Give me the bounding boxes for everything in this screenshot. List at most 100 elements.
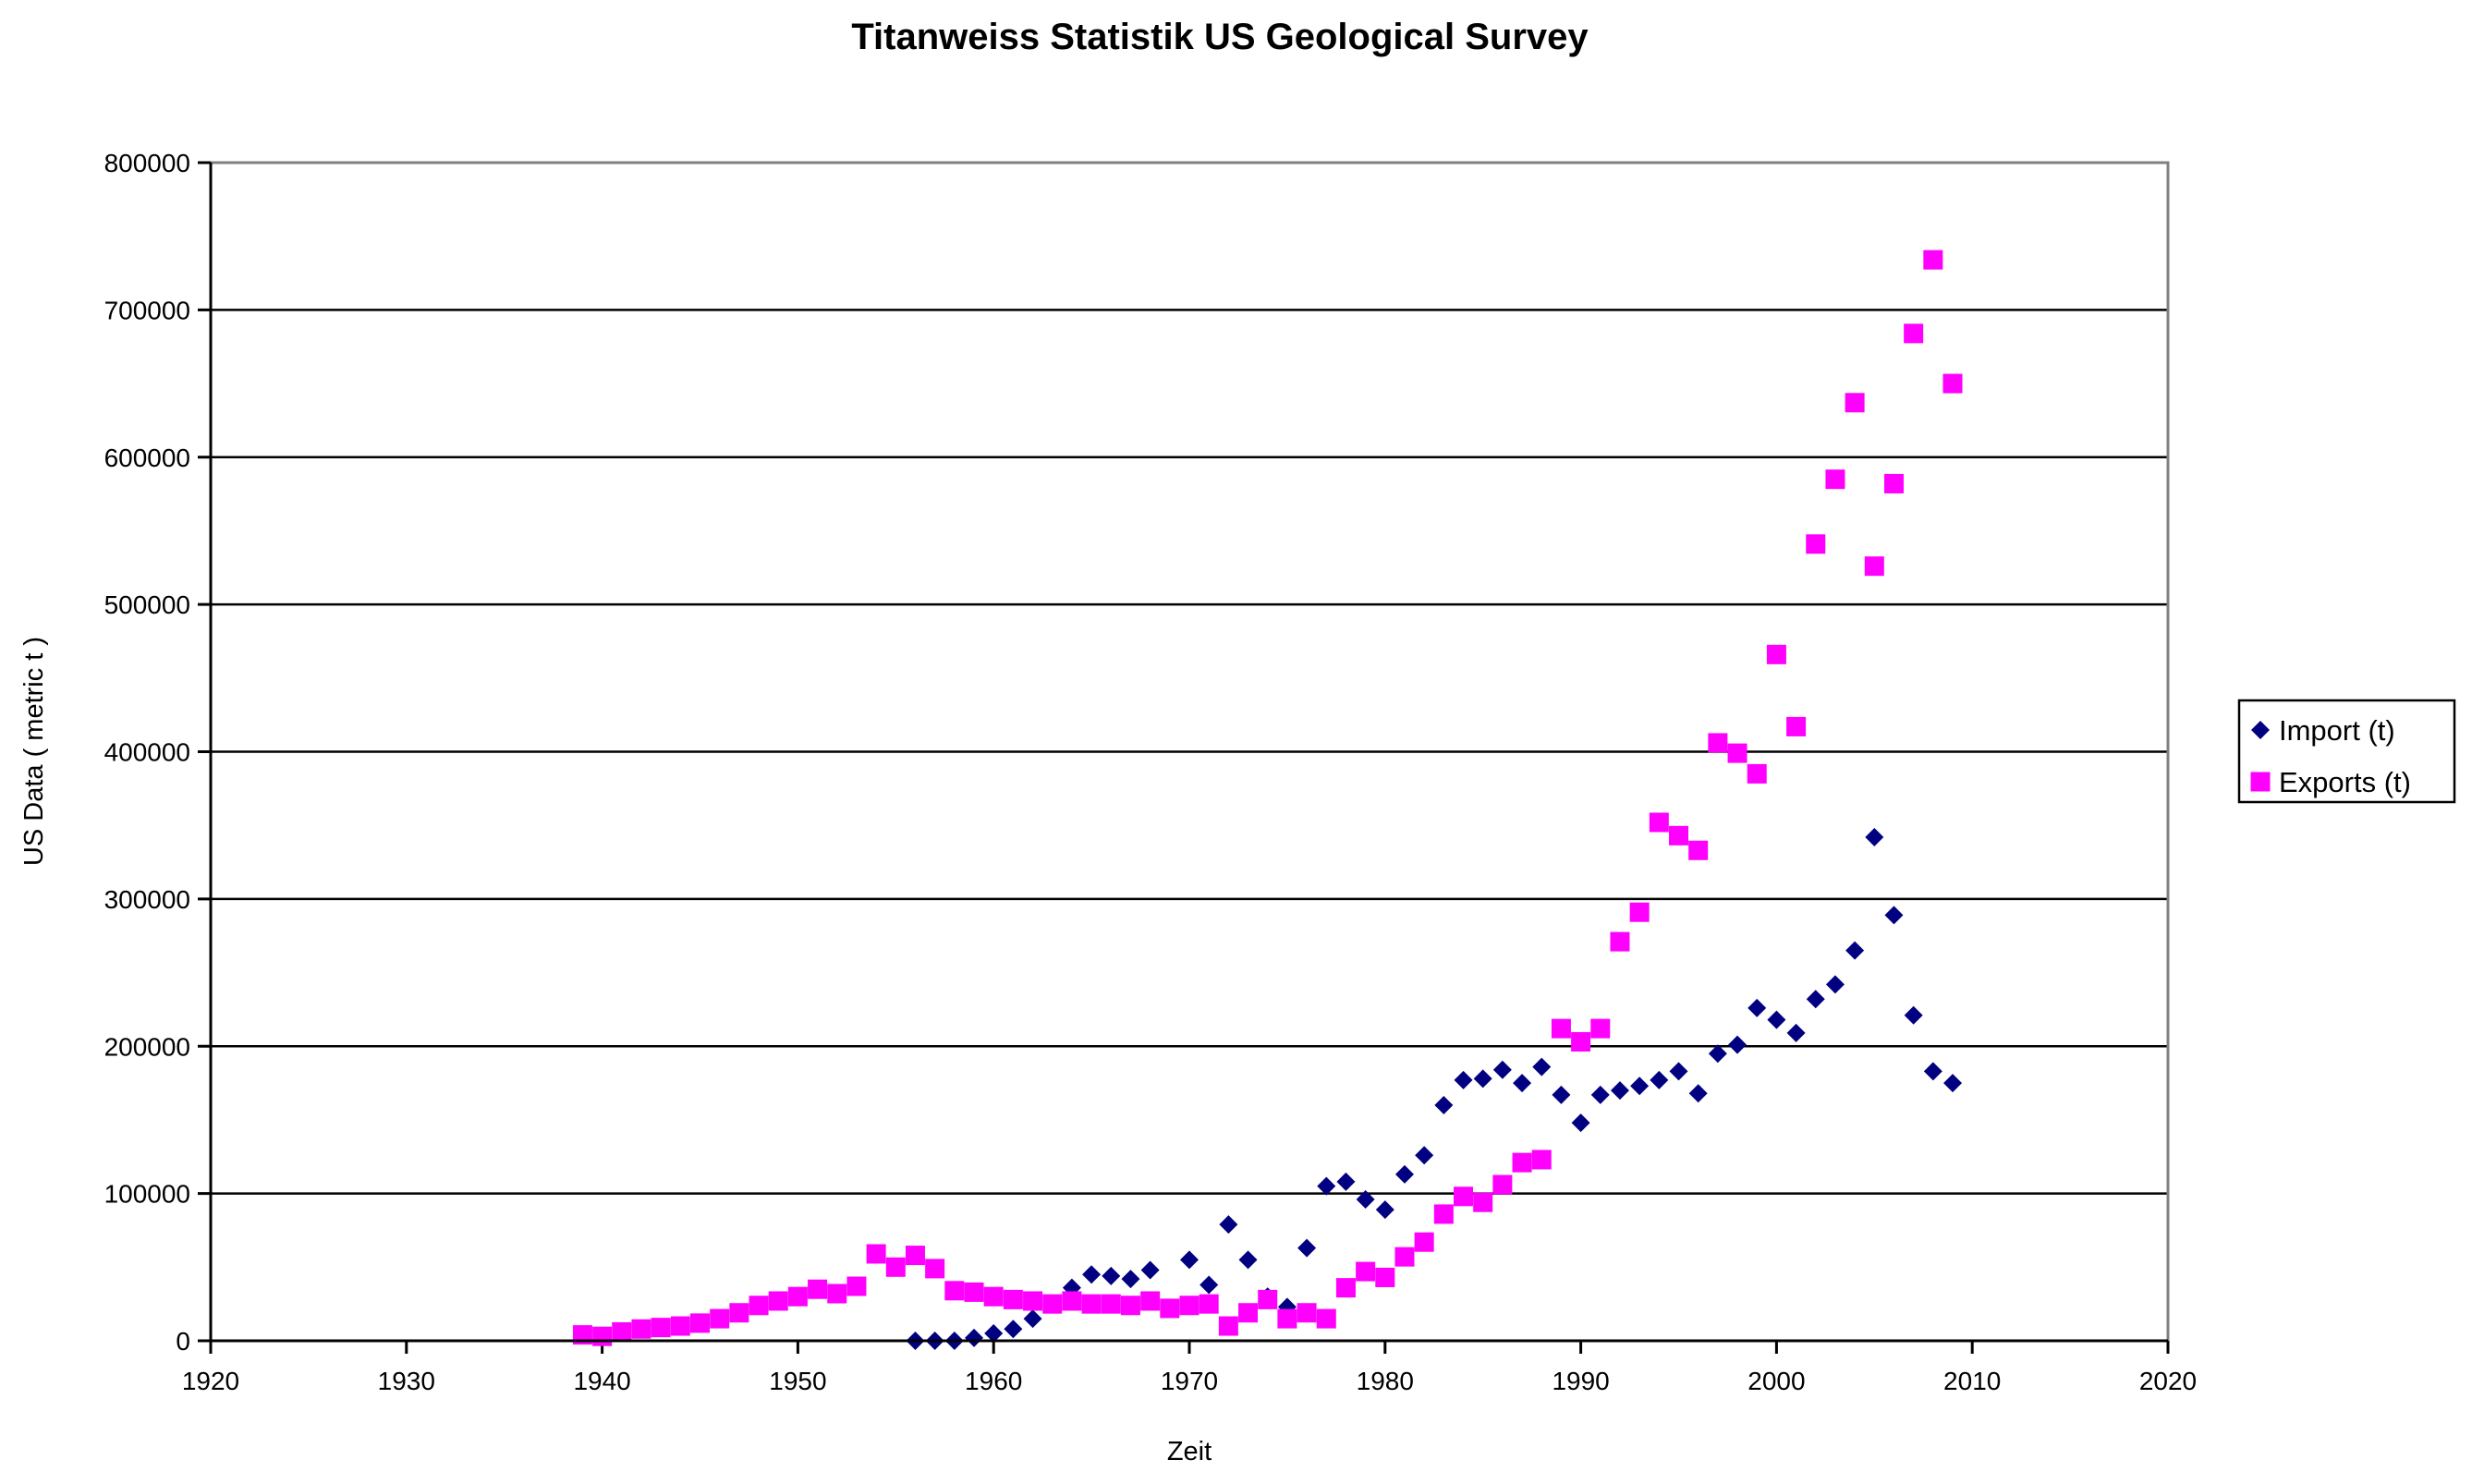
x-tick-label: 1940 — [573, 1367, 630, 1395]
exports-point — [670, 1316, 690, 1336]
x-tick-label: 1920 — [182, 1367, 239, 1395]
import-point — [1199, 1275, 1219, 1295]
exports-point — [1258, 1289, 1278, 1309]
exports-point — [1062, 1291, 1082, 1311]
import-point — [1669, 1062, 1688, 1081]
import-point — [1767, 1010, 1786, 1029]
import-point — [1630, 1077, 1650, 1096]
import-point — [1336, 1172, 1356, 1191]
exports-point — [1081, 1294, 1102, 1314]
import-point — [1180, 1250, 1199, 1270]
exports-point — [1492, 1174, 1513, 1195]
exports-series — [572, 249, 1963, 1346]
import-point — [1904, 1005, 1923, 1025]
y-tick-label: 100000 — [104, 1180, 190, 1209]
x-tick-label: 1960 — [965, 1367, 1022, 1395]
legend-items: Import (t) Exports (t) — [2250, 714, 2411, 798]
x-tick-label: 1980 — [1357, 1367, 1414, 1395]
exports-point — [1375, 1267, 1395, 1287]
exports-point — [1512, 1152, 1532, 1173]
exports-point — [592, 1326, 613, 1346]
exports-point — [1688, 840, 1709, 860]
exports-point — [1766, 644, 1786, 664]
import-point — [1590, 1085, 1610, 1104]
y-tick-label: 0 — [176, 1327, 190, 1356]
import-point — [1297, 1238, 1317, 1258]
import-point — [1552, 1085, 1571, 1104]
exports-point — [1629, 902, 1650, 922]
exports-point — [1454, 1186, 1474, 1207]
exports-point — [1747, 763, 1767, 784]
exports-point — [1473, 1192, 1493, 1212]
x-axis-title: Zeit — [1167, 1437, 1212, 1466]
import-point — [1884, 906, 1904, 925]
exports-point — [846, 1276, 867, 1296]
exports-point — [1531, 1149, 1552, 1170]
y-tick-label: 400000 — [104, 738, 190, 767]
import-point — [1610, 1081, 1629, 1101]
exports-legend-label: Exports (t) — [2279, 766, 2411, 798]
exports-point — [1218, 1316, 1238, 1336]
exports-point — [1551, 1018, 1571, 1039]
exports-point — [1942, 373, 1963, 394]
exports-point — [1845, 393, 1865, 413]
x-tick-label: 1990 — [1552, 1367, 1609, 1395]
exports-point — [1042, 1294, 1063, 1314]
exports-point — [651, 1318, 671, 1338]
exports-point — [1610, 931, 1630, 952]
legend: Import (t) Exports (t) — [2237, 699, 2456, 804]
exports-point — [1433, 1204, 1454, 1224]
exports-point — [925, 1259, 945, 1279]
import-point — [1004, 1320, 1023, 1339]
import-point — [1238, 1250, 1258, 1270]
gridlines — [211, 161, 2168, 1195]
axis-ticks: 0 100000 200000 300000 400000 500000 600000 700… — [104, 149, 2198, 1395]
import-point — [1845, 941, 1865, 960]
import-point — [1454, 1070, 1473, 1089]
import-point — [1943, 1074, 1963, 1093]
exports-point — [983, 1286, 1004, 1307]
import-point — [1825, 975, 1845, 994]
import-point — [1747, 998, 1767, 1017]
import-point — [1688, 1084, 1708, 1103]
exports-point — [768, 1291, 788, 1311]
exports-point — [612, 1321, 632, 1342]
import-point — [1023, 1309, 1042, 1329]
x-tick-label: 2020 — [2139, 1367, 2197, 1395]
exports-point — [1003, 1289, 1023, 1309]
import-series — [906, 827, 1963, 1350]
exports-point — [1923, 249, 1943, 270]
import-point — [984, 1324, 1004, 1344]
exports-legend-marker — [2250, 772, 2271, 792]
exports-point — [1316, 1308, 1336, 1329]
exports-point — [1120, 1295, 1140, 1316]
exports-point — [1101, 1294, 1121, 1314]
y-axis-title: US Data ( metric t ) — [19, 637, 49, 866]
exports-point — [1238, 1303, 1259, 1323]
import-point — [1786, 1023, 1806, 1042]
exports-point — [1160, 1298, 1180, 1319]
import-point — [1375, 1200, 1394, 1220]
y-tick-label: 700000 — [104, 296, 190, 324]
import-point — [1532, 1057, 1552, 1077]
exports-point — [749, 1295, 769, 1316]
exports-point — [808, 1279, 828, 1299]
exports-point — [1806, 534, 1826, 554]
import-point — [1394, 1164, 1414, 1184]
exports-point — [729, 1303, 749, 1323]
y-tick-label: 300000 — [104, 885, 190, 914]
exports-point — [1394, 1247, 1415, 1267]
exports-point — [1649, 812, 1669, 833]
import-point — [1140, 1260, 1160, 1280]
import-point — [1415, 1146, 1434, 1165]
y-tick-label: 500000 — [104, 590, 190, 619]
import-point — [1513, 1074, 1532, 1093]
exports-point — [1727, 743, 1747, 763]
import-legend-marker — [2251, 721, 2270, 739]
import-point — [1356, 1190, 1375, 1209]
data-marks — [572, 249, 1963, 1350]
import-point — [1650, 1070, 1669, 1089]
exports-point — [1825, 469, 1845, 490]
legend-box — [2237, 699, 2456, 804]
y-tick-label: 600000 — [104, 444, 190, 472]
